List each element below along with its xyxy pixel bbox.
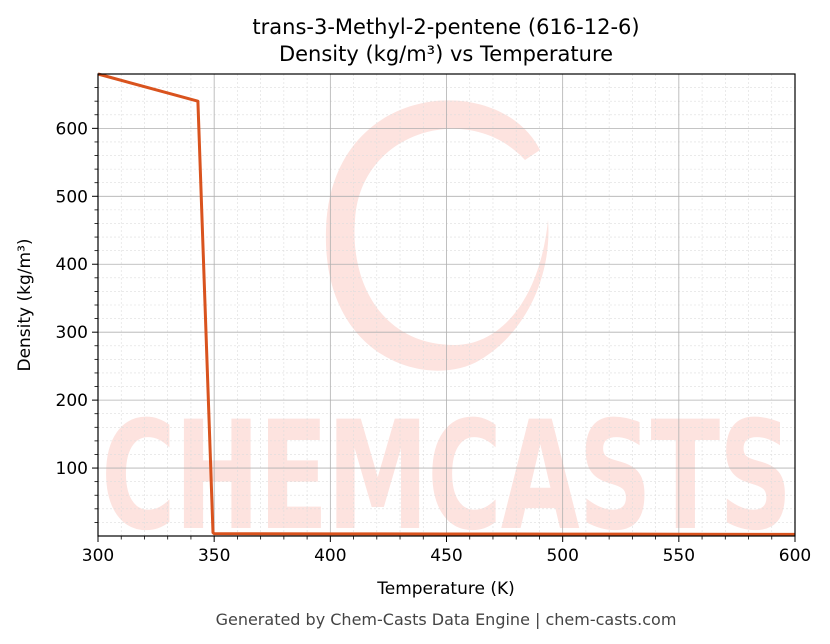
x-tick-label: 600 — [779, 546, 811, 566]
density-series-line — [97, 72, 796, 536]
y-tick-label: 300 — [56, 323, 88, 343]
series-layer — [97, 72, 796, 536]
y-axis-label: Density (kg/m³) — [15, 238, 35, 371]
x-axis-label: Temperature (K) — [376, 579, 515, 599]
x-tick-label: 400 — [314, 546, 346, 566]
y-tick-label: 500 — [56, 187, 88, 207]
y-tick-labels: 100 200 300 400 500 600 — [56, 119, 88, 479]
watermark-logo-arc — [325, 100, 549, 371]
chart-subtitle: Density (kg/m³) vs Temperature — [279, 42, 613, 66]
axis-ticks — [92, 87, 796, 542]
x-tick-label: 500 — [546, 546, 578, 566]
y-tick-label: 200 — [56, 391, 88, 411]
x-tick-labels: 300 350 400 450 500 550 600 — [82, 546, 811, 566]
x-tick-label: 550 — [663, 546, 695, 566]
footer-credit: Generated by Chem-Casts Data Engine | ch… — [216, 610, 677, 629]
x-tick-label: 300 — [82, 546, 114, 566]
y-tick-label: 400 — [56, 255, 88, 275]
y-tick-label: 600 — [56, 119, 88, 139]
x-tick-label: 450 — [430, 546, 462, 566]
chart-title: trans-3-Methyl-2-pentene (616-12-6) — [252, 15, 639, 39]
x-tick-label: 350 — [198, 546, 230, 566]
y-tick-label: 100 — [56, 459, 88, 479]
